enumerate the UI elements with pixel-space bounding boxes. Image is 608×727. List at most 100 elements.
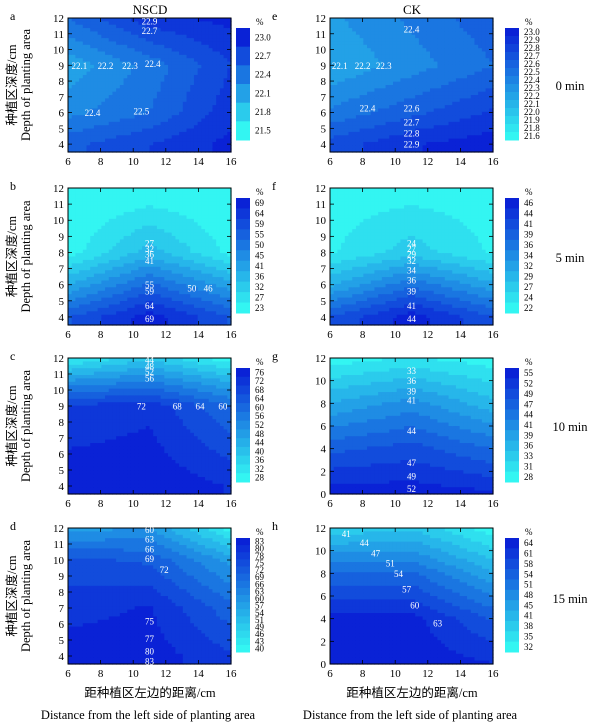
heatmap-cell xyxy=(164,229,169,234)
heatmap-cell xyxy=(352,71,357,76)
heatmap-cell xyxy=(116,297,121,302)
heatmap-cell xyxy=(86,287,91,292)
heatmap-cell xyxy=(208,74,214,79)
heatmap-cell xyxy=(82,253,88,258)
heatmap-cell xyxy=(138,115,143,120)
colorbar-segment xyxy=(505,52,519,61)
heatmap-cell xyxy=(208,148,214,153)
colorbar-tick-label: 22.7 xyxy=(255,51,271,61)
heatmap-cell xyxy=(112,118,117,123)
heatmap-cell xyxy=(90,297,95,302)
heatmap-cell xyxy=(179,314,184,319)
heatmap-cell xyxy=(142,101,147,106)
heatmap-cell xyxy=(179,297,184,302)
heatmap-cell xyxy=(179,111,184,116)
heatmap-cell xyxy=(171,81,177,86)
x-tick-label: 10 xyxy=(128,156,140,168)
heatmap-cell xyxy=(164,249,169,254)
heatmap-cell xyxy=(208,38,214,43)
heatmap-cell xyxy=(164,135,169,140)
heatmap-cell xyxy=(208,105,214,110)
heatmap-cell xyxy=(168,135,173,140)
heatmap-cell xyxy=(119,115,125,120)
heatmap-cell xyxy=(160,68,165,73)
heatmap-cell xyxy=(112,208,117,213)
heatmap-cell xyxy=(201,111,206,116)
heatmap-cell xyxy=(156,18,162,22)
heatmap-cell xyxy=(123,98,128,103)
heatmap-cell xyxy=(341,74,346,79)
heatmap-cell xyxy=(79,64,84,69)
heatmap-cell xyxy=(112,64,117,69)
heatmap-cell xyxy=(116,232,121,237)
heatmap-cell xyxy=(227,145,232,150)
heatmap-cell xyxy=(119,95,125,99)
heatmap-cell xyxy=(90,111,95,116)
heatmap-cell xyxy=(363,105,368,110)
colorbar-tick-label: 23.0 xyxy=(255,32,271,42)
heatmap-cell xyxy=(208,135,214,140)
heatmap-cell xyxy=(127,38,132,43)
heatmap-cell xyxy=(205,138,210,143)
heatmap-cell xyxy=(348,141,353,146)
heatmap-cell xyxy=(82,95,88,99)
heatmap-cell xyxy=(149,191,154,196)
heatmap-cell xyxy=(175,198,180,203)
heatmap-cell xyxy=(201,138,206,143)
contour-label: 22.9 xyxy=(404,140,420,150)
heatmap-cell xyxy=(164,115,169,120)
heatmap-cell xyxy=(190,98,195,103)
heatmap-cell xyxy=(179,81,184,86)
heatmap-cell xyxy=(193,41,199,46)
heatmap-cell xyxy=(171,191,177,196)
heatmap-cell xyxy=(359,125,364,130)
heatmap-cell xyxy=(130,48,136,53)
heatmap-cell xyxy=(337,118,342,123)
heatmap-cell xyxy=(227,121,232,126)
heatmap-cell xyxy=(142,270,147,275)
heatmap-cell xyxy=(142,21,147,26)
heatmap-cell xyxy=(171,21,177,26)
heatmap-cell xyxy=(112,51,117,56)
heatmap-cell xyxy=(168,118,173,123)
heatmap-cell xyxy=(112,121,117,126)
heatmap-cell xyxy=(145,111,151,116)
heatmap-cell xyxy=(330,91,335,96)
heatmap-cell xyxy=(112,105,117,110)
heatmap-cell xyxy=(156,111,162,116)
heatmap-cell xyxy=(75,205,80,210)
heatmap-cell xyxy=(153,91,158,96)
heatmap-cell xyxy=(116,98,121,103)
heatmap-cell xyxy=(86,311,91,316)
heatmap-cell xyxy=(97,71,102,76)
heatmap-cell xyxy=(156,277,162,282)
heatmap-cell xyxy=(93,249,99,254)
heatmap-cell xyxy=(145,31,151,36)
heatmap-cell xyxy=(153,38,158,43)
heatmap-cell xyxy=(82,138,88,143)
heatmap-cell xyxy=(153,194,158,199)
heatmap-cell xyxy=(90,294,95,299)
heatmap-cell xyxy=(344,38,350,43)
heatmap-cell xyxy=(90,115,95,120)
heatmap-cell xyxy=(86,145,91,150)
heatmap-cell xyxy=(337,18,342,22)
heatmap-cell xyxy=(134,283,139,288)
heatmap-cell xyxy=(149,105,154,110)
heatmap-cell xyxy=(337,64,342,69)
heatmap-cell xyxy=(71,41,76,46)
heatmap-cell xyxy=(68,188,73,193)
heatmap-cell xyxy=(127,148,132,153)
heatmap-cell xyxy=(93,125,99,130)
heatmap-cell xyxy=(171,246,177,251)
heatmap-cell xyxy=(71,246,76,251)
heatmap-cell xyxy=(101,287,106,292)
heatmap-cell xyxy=(75,201,80,206)
heatmap-cell xyxy=(71,118,76,123)
heatmap-cell xyxy=(138,194,143,199)
heatmap-cell xyxy=(105,290,110,295)
heatmap-cell xyxy=(101,225,106,230)
heatmap-cell xyxy=(71,201,76,206)
heatmap-cell xyxy=(142,91,147,96)
heatmap-cell xyxy=(119,259,125,264)
